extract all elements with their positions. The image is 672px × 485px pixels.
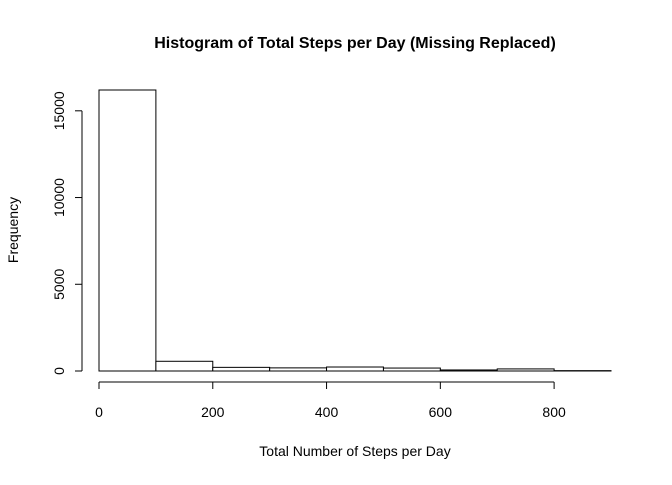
histogram-bar	[270, 368, 327, 371]
chart-title: Histogram of Total Steps per Day (Missin…	[154, 35, 556, 52]
histogram-bar	[213, 367, 270, 371]
x-tick-label: 400	[315, 404, 339, 420]
histogram-bar	[497, 369, 554, 371]
x-tick-label: 800	[542, 404, 566, 420]
x-tick-label: 600	[429, 404, 453, 420]
x-axis-label: Total Number of Steps per Day	[259, 443, 450, 459]
histogram-bar	[99, 90, 156, 371]
histogram-bar	[440, 370, 497, 371]
histogram-bar	[156, 361, 213, 371]
histogram-bars	[99, 90, 611, 371]
y-axis-label: Frequency	[5, 197, 21, 263]
y-axis: 0 5000 10000 15000	[51, 91, 82, 375]
histogram-bar	[383, 368, 440, 371]
y-tick-label: 0	[51, 367, 67, 375]
y-tick-label: 5000	[51, 268, 67, 299]
x-axis: 0 200 400 600 800	[95, 382, 566, 420]
x-tick-label: 200	[201, 404, 225, 420]
x-tick-label: 0	[95, 404, 103, 420]
y-tick-label: 10000	[51, 178, 67, 217]
y-tick-label: 15000	[51, 91, 67, 130]
histogram-bar	[327, 367, 384, 371]
